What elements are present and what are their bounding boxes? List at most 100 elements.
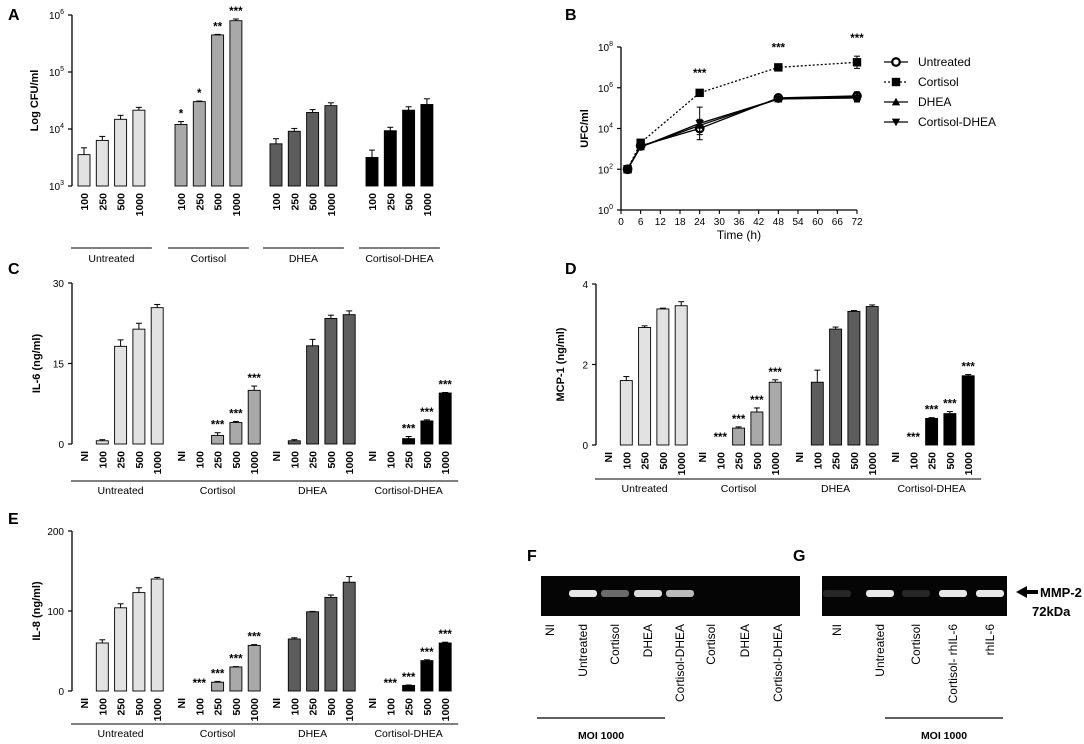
category-label: NI bbox=[367, 451, 379, 462]
category-label: 100 bbox=[97, 698, 109, 716]
bar bbox=[132, 328, 146, 445]
significance-marker: *** bbox=[229, 408, 243, 420]
y-tick-label: 108 bbox=[598, 41, 613, 54]
significance-marker: *** bbox=[402, 672, 416, 684]
y-tick-exponent: 0 bbox=[609, 204, 613, 211]
category-label: 100 bbox=[367, 193, 379, 211]
y-tick-base: 10 bbox=[598, 43, 610, 54]
panel-label-f: F bbox=[527, 548, 537, 565]
category-label: 250 bbox=[289, 193, 301, 211]
y-axis-label: Log CFU/ml bbox=[29, 70, 41, 132]
category-label: NI bbox=[176, 698, 188, 709]
bar bbox=[420, 660, 434, 692]
significance-marker: *** bbox=[438, 379, 452, 391]
bar bbox=[402, 684, 416, 692]
group-label: Cortisol-DHEA bbox=[897, 483, 965, 495]
category-label: 250 bbox=[927, 452, 939, 470]
x-tick-label: 36 bbox=[733, 217, 745, 228]
category-label: 500 bbox=[404, 193, 416, 211]
y-tick-label: 4 bbox=[582, 280, 588, 291]
group-label: DHEA bbox=[298, 485, 327, 497]
category-label: 500 bbox=[308, 193, 320, 211]
group-label: Cortisol-DHEA bbox=[365, 253, 433, 265]
category-label: 1000 bbox=[326, 193, 338, 217]
lane-label: Cortisol bbox=[909, 624, 923, 665]
category-label: 250 bbox=[734, 452, 746, 470]
group-label: Cortisol bbox=[200, 728, 236, 740]
bar bbox=[95, 139, 109, 187]
gel-band bbox=[666, 590, 694, 597]
gel-band bbox=[634, 590, 662, 597]
x-axis-label: Time (h) bbox=[717, 228, 761, 242]
category-label: NI bbox=[890, 452, 902, 463]
y-tick-base: 10 bbox=[49, 68, 61, 79]
y-axis-label: IL-6 (ng/ml) bbox=[31, 334, 43, 394]
bar bbox=[865, 306, 879, 446]
x-tick-label: 72 bbox=[851, 217, 863, 228]
category-label: 100 bbox=[621, 452, 633, 470]
marker-name: MMP-2 bbox=[1040, 585, 1082, 600]
x-tick-label: 0 bbox=[618, 217, 624, 228]
category-label: 100 bbox=[79, 193, 91, 211]
lane-label: Cortisol-DHEA bbox=[771, 624, 785, 702]
bar bbox=[229, 422, 243, 445]
bar bbox=[324, 317, 338, 445]
y-tick-label: 0 bbox=[582, 441, 588, 452]
category-label: NI bbox=[79, 451, 91, 462]
bar bbox=[114, 345, 128, 445]
legend-label: Untreated bbox=[918, 55, 971, 69]
marker-triangle-up bbox=[891, 97, 901, 106]
group-label: Untreated bbox=[98, 728, 144, 740]
category-label: 1000 bbox=[770, 452, 782, 476]
category-label: 100 bbox=[194, 698, 206, 716]
bar bbox=[943, 413, 957, 446]
gel-background bbox=[822, 576, 1007, 616]
bar bbox=[365, 157, 379, 187]
bar bbox=[961, 375, 975, 446]
category-label: 500 bbox=[752, 452, 764, 470]
chart-il8: 0 100 200 IL-8 (ng/ml) NI 100 250 500 1000 Untrea… bbox=[31, 527, 459, 740]
y-tick-label: 2 bbox=[582, 361, 588, 372]
category-label: 1000 bbox=[963, 452, 975, 476]
category-label: NI bbox=[176, 451, 188, 462]
gel-band bbox=[823, 590, 851, 597]
y-tick-exponent: 6 bbox=[60, 9, 64, 16]
x-tick-label: 18 bbox=[674, 217, 686, 228]
category-label: 500 bbox=[231, 698, 243, 716]
significance-marker: * bbox=[179, 109, 184, 121]
bar bbox=[174, 123, 188, 187]
moi-label: MOI 1000 bbox=[578, 730, 624, 742]
significance-marker: *** bbox=[247, 373, 261, 385]
category-label: 250 bbox=[97, 193, 109, 211]
marker-triangle-down bbox=[636, 143, 645, 152]
marker-square bbox=[891, 77, 901, 87]
marker-circle bbox=[891, 57, 901, 67]
bar bbox=[306, 611, 320, 692]
category-label: 100 bbox=[176, 193, 188, 211]
category-label: 1000 bbox=[152, 698, 164, 722]
lane-label: Untreated bbox=[576, 624, 590, 677]
lane-label: Cortisol- rhIL-6 bbox=[946, 624, 960, 704]
legend-label: Cortisol bbox=[918, 75, 959, 89]
category-label: 100 bbox=[385, 451, 397, 469]
x-tick-label: 60 bbox=[812, 217, 824, 228]
significance-marker: *** bbox=[714, 432, 728, 444]
bar bbox=[438, 642, 452, 692]
bar bbox=[287, 638, 301, 692]
category-label: 100 bbox=[289, 698, 301, 716]
gel-band bbox=[569, 590, 597, 597]
category-label: 500 bbox=[945, 452, 957, 470]
significance-marker: *** bbox=[229, 654, 243, 666]
bar bbox=[77, 154, 91, 187]
significance-marker: *** bbox=[247, 632, 261, 644]
bar bbox=[732, 427, 746, 446]
bar bbox=[247, 389, 261, 445]
lane-label: Untreated bbox=[873, 624, 887, 677]
panel-label-e: E bbox=[8, 511, 19, 528]
category-label: 1000 bbox=[249, 451, 261, 475]
y-tick-base: 10 bbox=[598, 125, 610, 136]
y-tick-base: 10 bbox=[49, 11, 61, 22]
bar bbox=[342, 314, 356, 445]
significance-marker: *** bbox=[693, 68, 707, 80]
group-label: Untreated bbox=[622, 483, 668, 495]
